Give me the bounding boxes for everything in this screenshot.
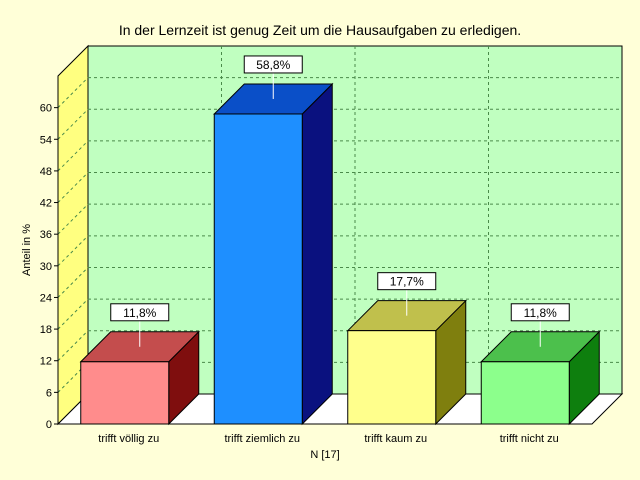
y-tick-label: 18 [40, 324, 52, 336]
gridline-h-side [57, 140, 89, 172]
y-tick-label: 54 [40, 134, 52, 146]
gridline-h-side [57, 330, 89, 362]
gridline-h-side [57, 298, 89, 330]
bar-front [213, 113, 303, 425]
data-label: 11,8% [123, 306, 156, 320]
x-tick-label: trifft nicht zu [500, 433, 559, 445]
y-tick-label: 36 [40, 229, 52, 241]
data-label: 17,7% [390, 275, 424, 289]
gridline-h-side [57, 172, 89, 203]
y-tick-label: 0 [46, 419, 52, 431]
gridline-h-side [57, 108, 89, 140]
data-label-box [110, 303, 170, 322]
y-tick-label: 6 [46, 387, 52, 399]
data-label-box [377, 272, 437, 291]
gridline-h-side [57, 77, 89, 108]
chart-title: In der Lernzeit ist genug Zeit um die Ha… [119, 22, 521, 38]
y-axis-label: Anteil in % [21, 224, 33, 276]
x-tick-label: trifft völlig zu [98, 433, 159, 445]
y-tick-label: 48 [40, 166, 52, 178]
y-tick-label: 24 [40, 292, 52, 304]
bar-front [80, 361, 170, 425]
x-tick-label: trifft ziemlich zu [224, 433, 300, 445]
y-tick-label: 30 [40, 261, 52, 273]
gridline-h-side [57, 203, 89, 235]
data-label-box [243, 55, 303, 74]
bar-front [347, 330, 437, 425]
gridline-h-side [57, 267, 89, 298]
x-tick-label: trifft kaum zu [364, 433, 427, 445]
data-label: 58,8% [256, 58, 290, 72]
data-label: 11,8% [524, 306, 557, 320]
bar-side [301, 82, 333, 426]
data-label-box [510, 303, 570, 322]
bar-2 [213, 82, 334, 426]
bar-front [480, 361, 570, 425]
y-tick-label: 42 [40, 198, 52, 210]
x-axis-label: N [17] [310, 449, 339, 461]
y-tick-label: 12 [40, 356, 52, 368]
gridline-h-side [57, 362, 89, 393]
y-tick-label: 60 [40, 103, 52, 115]
bar-3 [346, 299, 467, 426]
gridline-h-side [57, 235, 89, 267]
